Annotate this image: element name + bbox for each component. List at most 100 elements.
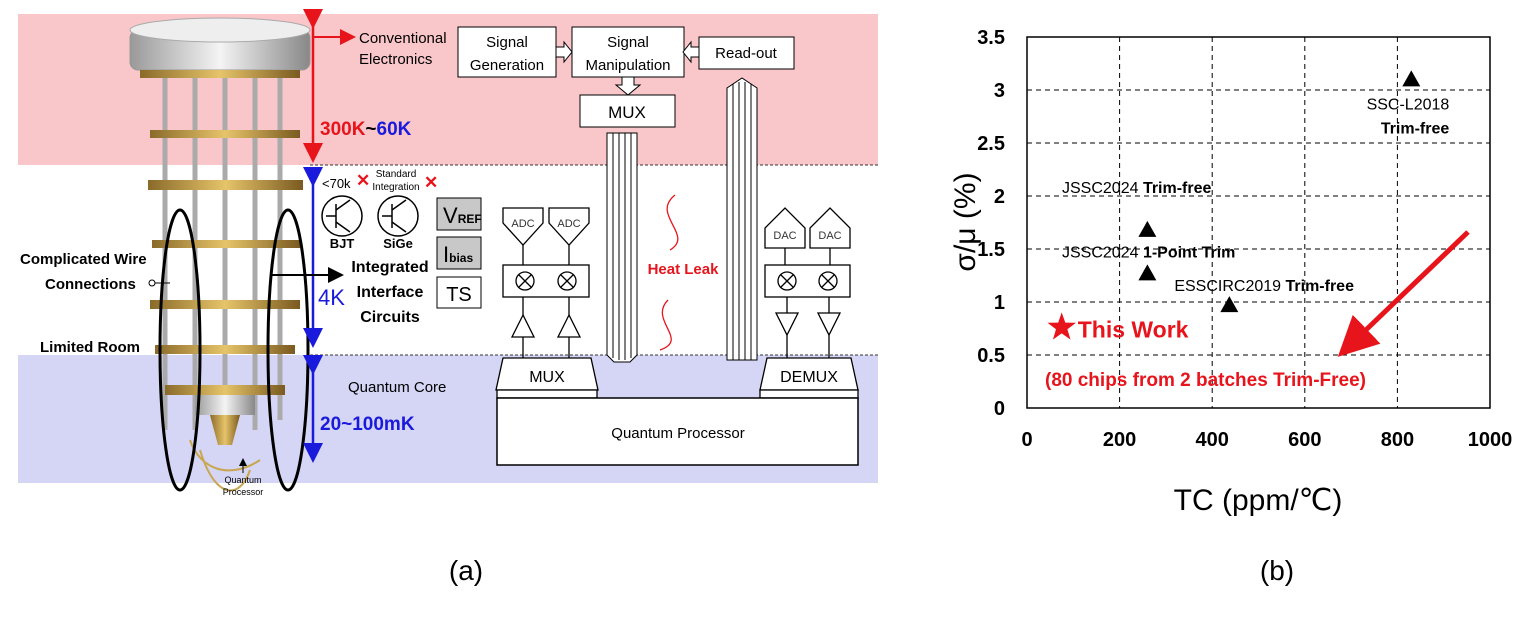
limited-room-label: Limited Room <box>40 339 140 356</box>
standard-label-2: Integration <box>372 182 419 193</box>
point-label: This Work <box>1078 316 1189 342</box>
caption-b: (b) <box>1260 555 1294 586</box>
wire-highlight-left <box>158 208 202 492</box>
x-tick-label: 600 <box>1288 429 1321 451</box>
point-label-name: SSC-L2018 <box>1367 96 1450 113</box>
y-tick-label: 1 <box>994 292 1005 314</box>
signal-manipulation-block <box>571 26 685 78</box>
mux-top-label: MUX <box>608 103 646 122</box>
point-label-note: Trim-free <box>1143 180 1212 197</box>
signal-manipulation-label-2: Manipulation <box>585 57 670 74</box>
heat-leak-label: Heat Leak <box>648 261 720 278</box>
caption-a: (a) <box>449 555 483 586</box>
heat-wave-icon <box>659 194 679 351</box>
arrow-icon <box>555 40 573 64</box>
demux-label: DEMUX <box>780 369 838 386</box>
uplink-bus <box>726 77 758 361</box>
triangle-marker <box>1138 220 1157 237</box>
dac-label: DAC <box>773 230 796 242</box>
complicated-wire-label-2: Connections <box>45 276 136 293</box>
y-tick-label: 3.5 <box>977 27 1005 49</box>
temp-sep: ~ <box>365 119 376 140</box>
point-label: JSSC2024 1-Point Trim <box>1062 244 1235 261</box>
vref-label: VREF <box>443 203 482 228</box>
standard-label-1: Standard <box>376 169 417 180</box>
signal-manipulation-label-1: Signal <box>607 34 649 51</box>
point-label-name: ESSCIRC2019 <box>1174 278 1285 295</box>
y-tick-label: 2 <box>994 186 1005 208</box>
ts-block <box>436 276 482 309</box>
signal-generation-label-1: Signal <box>486 34 528 51</box>
point-label: JSSC2024 Trim-free <box>1062 180 1212 197</box>
wire-highlight-right <box>266 208 310 492</box>
conventional-label-2: Electronics <box>359 51 432 68</box>
cryostat-illustration <box>129 17 311 492</box>
point-label-note: 1-Point Trim <box>1143 244 1235 261</box>
interface-label-1: Integrated <box>351 259 428 276</box>
conventional-label-1: Conventional <box>359 30 447 47</box>
adc-label: ADC <box>557 218 580 230</box>
point-label-name: JSSC2024 <box>1062 180 1143 197</box>
mux-top-block <box>579 94 676 128</box>
readout-label: Read-out <box>715 45 778 62</box>
point-label: ESSCIRC2019 Trim-free <box>1174 278 1354 295</box>
y-tick-label: 3 <box>994 80 1005 102</box>
x-tick-label: 400 <box>1196 429 1229 451</box>
lt70k-label: <70k <box>322 176 351 191</box>
improvement-arrow <box>1337 230 1470 357</box>
point-label-note: Trim-free <box>1381 120 1450 137</box>
star-marker <box>1047 312 1076 340</box>
y-tick-label: 1.5 <box>977 239 1005 261</box>
y-axis-label: σ/μ (%) <box>949 172 982 271</box>
x-tick-label: 0 <box>1021 429 1032 451</box>
temp-60k: 60K <box>377 119 412 140</box>
interface-label-2: Interface <box>357 284 424 301</box>
y-tick-label: 0.5 <box>977 345 1005 367</box>
adc-path <box>495 207 599 399</box>
point-label-note: Trim-free <box>1286 278 1355 295</box>
signal-generation-block <box>457 26 557 78</box>
x-tick-label: 200 <box>1103 429 1136 451</box>
temp-4k: 4K <box>318 285 345 310</box>
dac-label: DAC <box>818 230 841 242</box>
cross-icon: ✕ <box>356 171 370 190</box>
panel-a: Conventional Electronics 300K~60K 4K 20~… <box>18 9 878 586</box>
y-tick-labels: 0 0.5 1 1.5 2 2.5 3 3.5 <box>977 27 1005 420</box>
signal-generation-label-2: Generation <box>470 57 544 74</box>
x-tick-label: 800 <box>1381 429 1414 451</box>
point-note: (80 chips from 2 batches Trim-Free) <box>1045 370 1366 391</box>
arrow-icon <box>614 76 642 96</box>
adc-label: ADC <box>511 218 534 230</box>
point-label-name: JSSC2024 <box>1062 244 1143 261</box>
cross-icon: ✕ <box>424 173 438 192</box>
readout-block <box>698 36 795 70</box>
temp-mk: 20~100mK <box>320 414 415 435</box>
mux-bottom-label: MUX <box>529 369 565 386</box>
bjt-icon <box>321 195 363 237</box>
interface-label-3: Circuits <box>360 309 420 326</box>
quantum-processor-block <box>496 397 859 466</box>
triangle-marker <box>1138 264 1157 281</box>
plot-frame <box>1026 36 1491 409</box>
ts-label: TS <box>446 284 472 306</box>
qp-small-label-1: Quantum <box>224 475 261 485</box>
downlink-bus <box>606 132 638 363</box>
quantum-core-label: Quantum Core <box>348 379 446 396</box>
point-label: SSC-L2018 Trim-free <box>1367 96 1450 137</box>
triangle-marker <box>1402 70 1421 87</box>
vref-block <box>436 197 482 231</box>
y-tick-label: 0 <box>994 398 1005 420</box>
x-tick-labels: 0 200 400 600 800 1000 <box>1021 429 1512 451</box>
sige-icon <box>377 195 419 237</box>
panel-b-chart: 0 200 400 600 800 1000 0 0.5 1 1.5 2 2.5 3 3.5 TC (p… <box>949 27 1512 586</box>
sige-label: SiGe <box>383 236 413 251</box>
triangle-marker <box>1220 296 1239 313</box>
bjt-label: BJT <box>330 236 355 251</box>
x-tick-label: 1000 <box>1468 429 1513 451</box>
dac-path <box>759 207 859 399</box>
chart-grid <box>1027 37 1490 408</box>
ibias-block <box>436 236 482 270</box>
